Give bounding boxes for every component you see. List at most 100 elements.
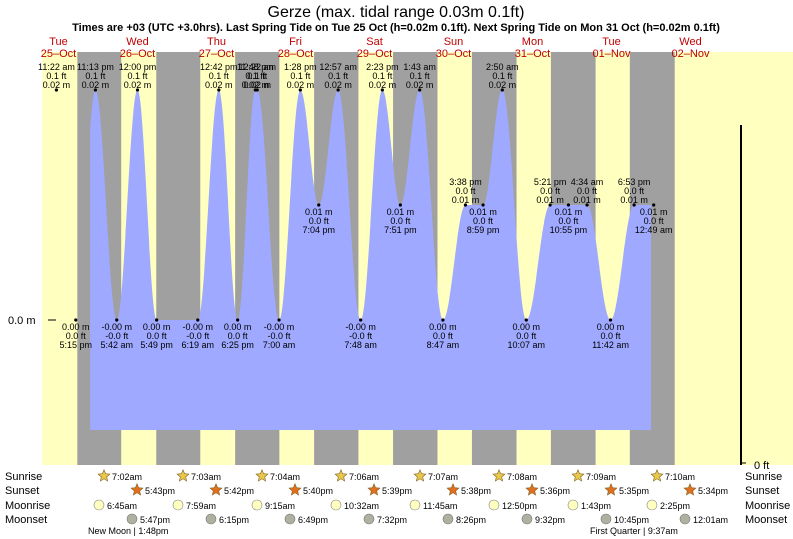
tide-time: 8:59 pm	[467, 225, 500, 235]
moonrise-time: 11:45am	[423, 501, 457, 511]
tide-time: 12:42 pm	[200, 62, 238, 72]
tide-time: 5:42 am	[100, 340, 133, 350]
sunrise-icon	[492, 469, 506, 482]
tide-height-m: 0.00 m	[513, 322, 541, 332]
day-date: 30–Oct	[436, 48, 471, 60]
sunrise-icon	[650, 469, 664, 482]
tide-height-ft: 0.0 ft	[433, 331, 454, 341]
day-name: Thu	[207, 36, 226, 48]
tide-height-m: 0.01 m	[469, 207, 497, 217]
tide-point	[632, 203, 636, 207]
tide-time: 5:15 pm	[60, 340, 93, 350]
tide-time: 6:53 pm	[618, 177, 651, 187]
tide-area	[90, 90, 652, 430]
moonrise-time: 9:15am	[265, 501, 295, 511]
row-label-right: Sunset	[745, 485, 779, 497]
tide-point	[585, 203, 589, 207]
moonset-icon	[600, 513, 612, 525]
moonrise-icon	[488, 499, 500, 511]
sunset-time: 5:35pm	[619, 486, 649, 496]
tide-height-m: 0.02 m	[242, 80, 270, 90]
tide-time: 7:00 am	[263, 340, 296, 350]
moonrise-icon	[251, 499, 263, 511]
tide-time: 11:22 am	[38, 62, 75, 72]
sunset-time: 5:40pm	[303, 486, 333, 496]
tide-time: 7:04 pm	[302, 225, 335, 235]
tide-time: 6:19 am	[182, 340, 215, 350]
tide-height-m: -0.00 m	[102, 322, 133, 332]
tide-height-ft: 0.0 ft	[390, 216, 411, 226]
moonrise-time: 10:32am	[344, 501, 379, 511]
tide-height-m: 0.02 m	[369, 80, 397, 90]
tide-point	[500, 88, 504, 92]
moonrise-icon	[93, 499, 105, 511]
sun-moon-row-labels: Sunrise Sunrise Sunset Sunset Moonrise Moonri…	[5, 471, 790, 526]
moon-phases: New Moon | 1:48pm First Quarter | 9:37am	[88, 526, 678, 536]
row-label-left: Sunrise	[5, 471, 42, 483]
row-label-right: Moonset	[745, 514, 787, 526]
moonrise-icon	[646, 499, 658, 511]
sunset-icon	[604, 483, 618, 496]
tide-point	[255, 88, 259, 92]
tide-time: 10:55 pm	[550, 225, 588, 235]
moonset-icon	[679, 513, 691, 525]
chart-title: Gerze (max. tidal range 0.03m 0.1ft)	[268, 4, 525, 21]
day-date: 29–Oct	[357, 48, 392, 60]
row-label-left: Moonset	[5, 514, 47, 526]
day-date: 27–Oct	[199, 48, 234, 60]
tide-height-m: 0.02 m	[124, 80, 152, 90]
day-headers: Tue25–OctWed26–OctThu27–OctFri28–OctSat2…	[41, 36, 710, 60]
sunset-time: 5:43pm	[145, 486, 175, 496]
moonrise-time: 1:43pm	[581, 501, 611, 511]
sunrise-time: 7:08am	[507, 472, 537, 482]
tide-point	[74, 318, 78, 322]
sunset-icon	[683, 483, 697, 496]
moonset-time: 12:01am	[693, 515, 728, 525]
moonset-time: 10:45pm	[614, 515, 649, 525]
sunrise-icon	[413, 469, 427, 482]
sunrise-icon	[255, 469, 269, 482]
tide-height-m: 0.01 m	[305, 207, 333, 217]
tide-point	[398, 203, 402, 207]
sunrise-time: 7:03am	[191, 472, 221, 482]
sunrise-icon	[176, 469, 190, 482]
tide-height-ft: 0.1 ft	[372, 71, 393, 81]
tide-time: 2:50 am	[486, 62, 519, 72]
sunrise-time: 7:04am	[270, 472, 300, 482]
tide-height-ft: 0.0 ft	[516, 331, 537, 341]
moonset-icon	[363, 513, 375, 525]
tide-height-ft: 0.1 ft	[328, 71, 349, 81]
moonrise-time: 2:25pm	[660, 501, 690, 511]
tide-height-ft: -0.0 ft	[105, 331, 129, 341]
tide-height-ft: -0.0 ft	[186, 331, 210, 341]
sunset-time: 5:42pm	[224, 486, 254, 496]
moonset-icon	[126, 513, 138, 525]
moon-phase-new: New Moon | 1:48pm	[88, 526, 168, 536]
moonrise-time: 7:59am	[186, 501, 216, 511]
sunrise-icon	[571, 469, 585, 482]
tide-time: 12:22 am	[238, 62, 276, 72]
tide-height-m: 0.01 m	[387, 207, 415, 217]
sunrise-time: 7:10am	[665, 472, 695, 482]
day-name: Tue	[49, 36, 68, 48]
row-label-right: Sunrise	[745, 471, 782, 483]
tide-point	[418, 88, 422, 92]
tide-point	[135, 88, 140, 92]
tide-time: 10:07 am	[508, 340, 546, 350]
tide-point	[608, 318, 613, 322]
moonset-time: 7:32pm	[377, 515, 407, 525]
tide-height-m: 0.01 m	[620, 195, 648, 205]
tide-height-ft: 0.0 ft	[644, 216, 665, 226]
tide-height-ft: 0.0 ft	[624, 186, 645, 196]
tide-time: 3:38 pm	[449, 177, 482, 187]
day-name: Mon	[522, 36, 543, 48]
moonset-time: 8:26pm	[456, 515, 486, 525]
tide-height-ft: 0.0 ft	[540, 186, 561, 196]
chart-subtitle: Times are +03 (UTC +3.0hrs). Last Spring…	[72, 22, 720, 34]
moonrise-time: 6:45am	[107, 501, 137, 511]
tide-point	[317, 203, 321, 207]
moonset-time: 9:32pm	[535, 515, 565, 525]
moonset-icon	[284, 513, 296, 525]
tide-height-m: 0.00 m	[429, 322, 457, 332]
